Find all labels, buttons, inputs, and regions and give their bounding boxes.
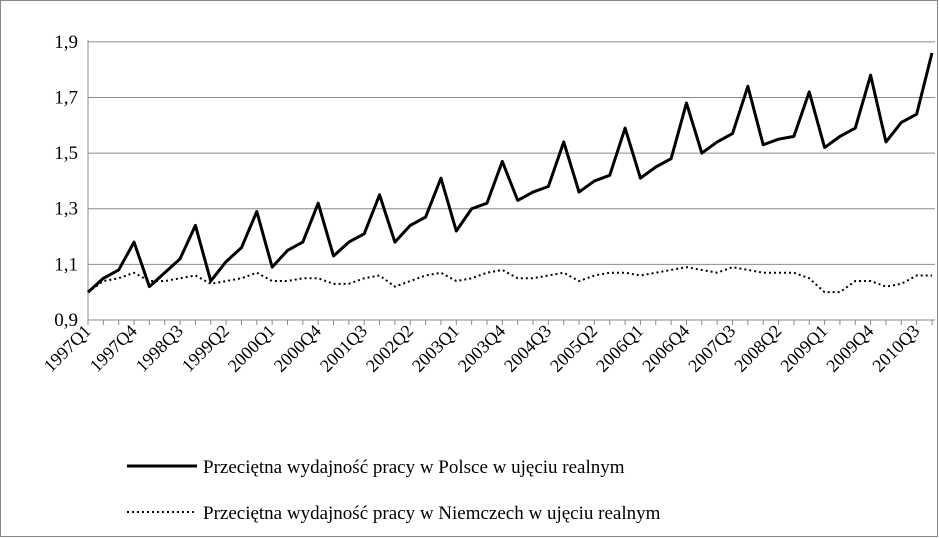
y-tick-label: 1,1: [54, 254, 78, 275]
y-tick-label: 1,5: [54, 143, 78, 164]
series-line: [87, 266, 932, 294]
y-tick-label: 1,9: [54, 32, 78, 53]
y-tick-label: 1,3: [54, 199, 78, 220]
legend-label: Przeciętna wydajność pracy w Niemczech w…: [203, 503, 661, 524]
y-tick-label: 0,9: [54, 310, 78, 331]
series-line: [86, 52, 934, 294]
y-tick-label: 1,7: [54, 87, 78, 108]
legend-label: Przeciętna wydajność pracy w Polsce w uj…: [203, 457, 625, 478]
